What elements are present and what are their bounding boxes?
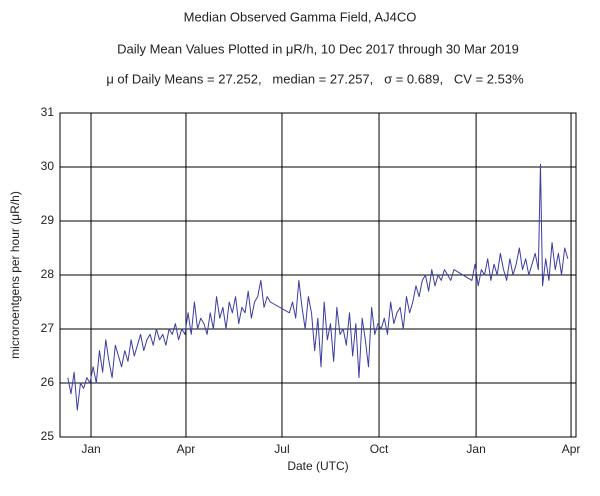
x-axis-label: Date (UTC) (287, 459, 348, 473)
x-tick-label: Jan (466, 442, 485, 456)
y-tick-label: 29 (41, 213, 55, 227)
x-tick-label: Apr (177, 442, 196, 456)
data-line (67, 163, 569, 411)
y-tick-label: 30 (41, 159, 55, 173)
y-axis-label: microroentgens per hour (μR/h) (8, 191, 22, 359)
y-tick-label: 26 (41, 375, 55, 389)
x-tick-label: Oct (370, 442, 389, 456)
y-tick-label: 28 (41, 267, 55, 281)
x-tick-label: Apr (562, 442, 581, 456)
chart-title: Median Observed Gamma Field, AJ4CO (184, 9, 417, 24)
chart-subtitle: Daily Mean Values Plotted in μR/h, 10 De… (117, 41, 519, 56)
y-tick-label: 27 (41, 321, 55, 335)
x-tick-label: Jan (81, 442, 100, 456)
x-tick-label: Jul (274, 442, 289, 456)
y-tick-label: 31 (41, 105, 55, 119)
y-tick-label: 25 (41, 429, 55, 443)
stats-annotation: μ of Daily Means = 27.252, median = 27.2… (106, 71, 524, 86)
